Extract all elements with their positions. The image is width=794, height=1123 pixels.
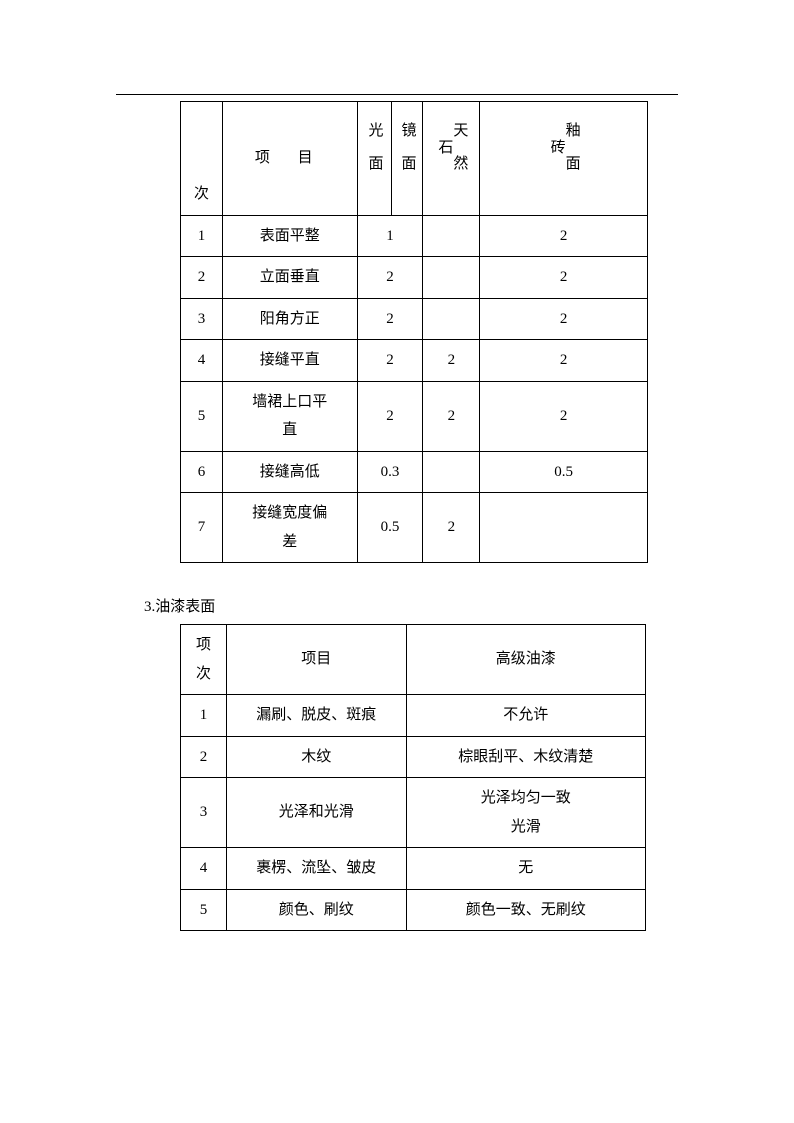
cell-d [480,493,648,563]
cell-idx: 5 [181,889,227,931]
cell-val: 不允许 [406,695,645,737]
cell-idx: 4 [181,340,223,382]
table-row: 1 表面平整 1 2 [181,215,648,257]
table-row: 3 阳角方正 2 2 [181,298,648,340]
cell-ab: 0.5 [357,493,423,563]
cell-name: 接缝宽度偏 差 [222,493,357,563]
cell-val: 无 [406,848,645,890]
cell-d: 2 [480,381,648,451]
header-idx: 项 次 [181,625,227,695]
cell-name: 接缝高低 [222,451,357,493]
header-val: 高级油漆 [406,625,645,695]
cell-name: 阳角方正 [222,298,357,340]
cell-ab: 1 [357,215,423,257]
table-row: 4 接缝平直 2 2 2 [181,340,648,382]
table-row: 3 光泽和光滑 光泽均匀一致 光滑 [181,778,646,848]
cell-c [423,215,480,257]
cell-d: 2 [480,340,648,382]
table-row: 7 接缝宽度偏 差 0.5 2 [181,493,648,563]
cell-ab: 2 [357,381,423,451]
table-row: 4 裹楞、流坠、皱皮 无 [181,848,646,890]
cell-val: 光泽均匀一致 光滑 [406,778,645,848]
table-row: 6 接缝高低 0.3 0.5 [181,451,648,493]
cell-c: 2 [423,340,480,382]
cell-idx: 2 [181,257,223,299]
table-row: 1 漏刷、脱皮、斑痕 不允许 [181,695,646,737]
cell-ab: 2 [357,340,423,382]
cell-idx: 1 [181,695,227,737]
cell-idx: 3 [181,298,223,340]
header-col-d: 釉面砖 [480,102,648,216]
cell-name: 接缝平直 [222,340,357,382]
cell-d: 2 [480,298,648,340]
header-col-a: 光面 [357,102,391,216]
cell-c: 2 [423,381,480,451]
cell-d: 0.5 [480,451,648,493]
cell-name: 颜色、刷纹 [226,889,406,931]
cell-idx: 3 [181,778,227,848]
cell-c: 2 [423,493,480,563]
cell-name: 墙裙上口平 直 [222,381,357,451]
cell-name: 表面平整 [222,215,357,257]
cell-name: 木纹 [226,736,406,778]
cell-d: 2 [480,215,648,257]
cell-idx: 1 [181,215,223,257]
cell-val: 棕眼刮平、木纹清楚 [406,736,645,778]
table-row: 2 立面垂直 2 2 [181,257,648,299]
cell-idx: 7 [181,493,223,563]
cell-idx: 6 [181,451,223,493]
cell-d: 2 [480,257,648,299]
cell-val: 颜色一致、无刷纹 [406,889,645,931]
header-col-b: 镜面 [391,102,423,216]
table-header-row: 项 次 项目 高级油漆 [181,625,646,695]
table-row: 2 木纹 棕眼刮平、木纹清楚 [181,736,646,778]
cell-c [423,451,480,493]
cell-c [423,257,480,299]
page-top-rule [116,94,678,95]
cell-c [423,298,480,340]
cell-name: 漏刷、脱皮、斑痕 [226,695,406,737]
header-idx: 次 [181,102,223,216]
cell-name: 裹楞、流坠、皱皮 [226,848,406,890]
header-name: 项目 [226,625,406,695]
cell-name: 光泽和光滑 [226,778,406,848]
table-header-row: 次 项 目 光面 镜面 天然石 釉面砖 [181,102,648,216]
header-col-c: 天然石 [423,102,480,216]
header-name: 项 目 [222,102,357,216]
table-row: 5 颜色、刷纹 颜色一致、无刷纹 [181,889,646,931]
deviation-table: 次 项 目 光面 镜面 天然石 釉面砖 1 表面平整 1 2 2 立面垂直 2 [180,101,648,563]
paint-table: 项 次 项目 高级油漆 1 漏刷、脱皮、斑痕 不允许 2 木纹 棕眼刮平、木纹清… [180,624,646,931]
section-title-paint: 3.油漆表面 [144,595,678,616]
cell-idx: 4 [181,848,227,890]
cell-idx: 5 [181,381,223,451]
cell-ab: 2 [357,257,423,299]
cell-name: 立面垂直 [222,257,357,299]
table-row: 5 墙裙上口平 直 2 2 2 [181,381,648,451]
cell-idx: 2 [181,736,227,778]
cell-ab: 2 [357,298,423,340]
cell-ab: 0.3 [357,451,423,493]
